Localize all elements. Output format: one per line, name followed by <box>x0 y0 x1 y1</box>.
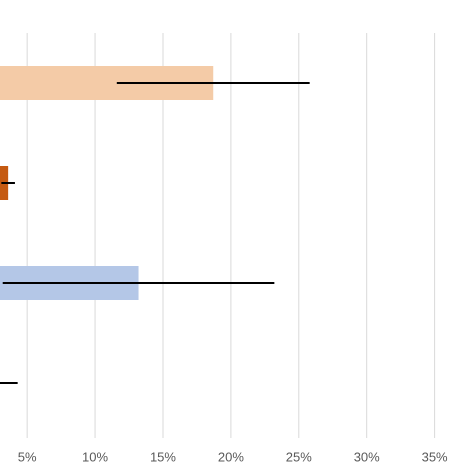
x-tick-label: 35% <box>422 449 448 464</box>
x-tick-label: 30% <box>354 449 380 464</box>
x-tick-label: 25% <box>286 449 312 464</box>
x-tick-label: 5% <box>18 449 37 464</box>
x-tick-label: 20% <box>218 449 244 464</box>
x-tick-label: 10% <box>82 449 108 464</box>
x-tick-label: 15% <box>150 449 176 464</box>
